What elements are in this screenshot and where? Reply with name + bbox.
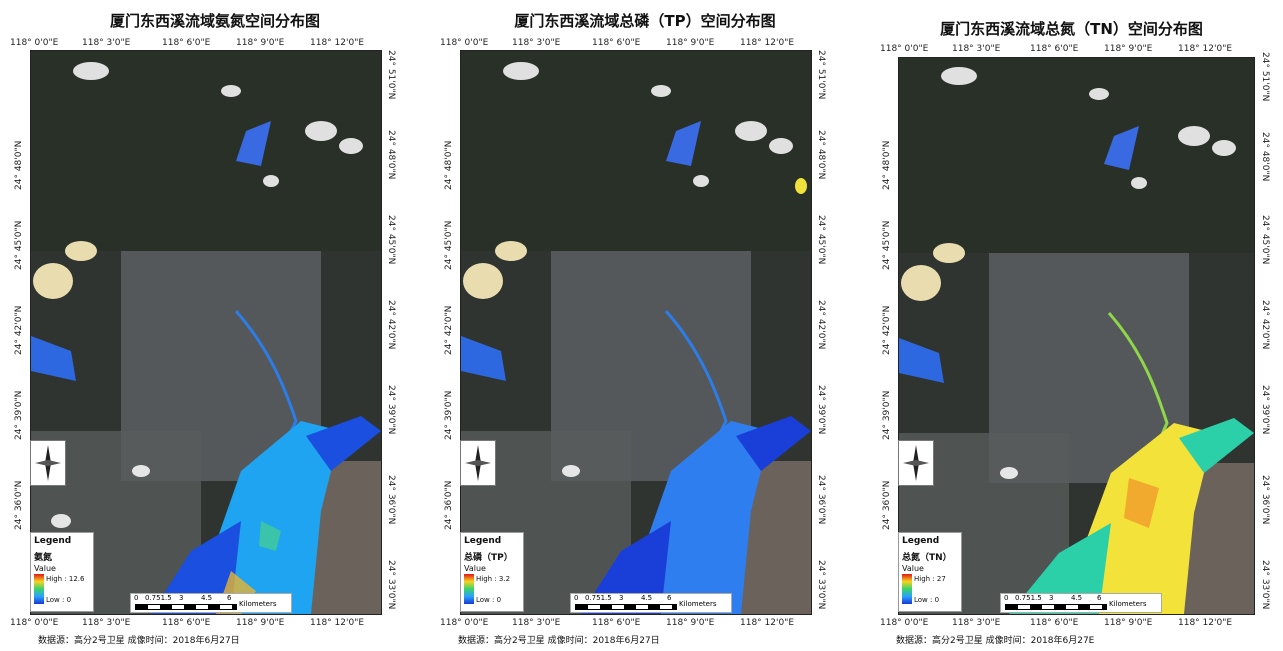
lat-tick-right: 24° 39'0"N [1260, 385, 1270, 435]
lat-tick-left: 24° 42'0"N [14, 305, 24, 355]
scale-bar: 0 0.751.5 3 4.5 6 Kilometers [130, 593, 292, 613]
bottom-tick: 118° 3'0"E [82, 618, 131, 628]
north-arrow-icon [898, 440, 934, 486]
lat-tick-left: 24° 48'0"N [14, 140, 24, 190]
bottom-tick: 118° 9'0"E [236, 618, 285, 628]
map-legend: Legend 总氮（TN） Value High : 27 Low : 0 [898, 532, 962, 612]
bottom-tick: 118° 12'0"E [740, 618, 795, 628]
top-tick: 118° 3'0"E [512, 38, 561, 48]
top-tick: 118° 12'0"E [1178, 44, 1233, 54]
color-ramp [902, 574, 912, 604]
lat-tick-left: 24° 39'0"N [882, 390, 892, 440]
lat-tick-right: 24° 42'0"N [816, 300, 826, 350]
lat-tick-right: 24° 42'0"N [1260, 300, 1270, 350]
data-source-note: 数据源：高分2号卫星 成像时间：2018年6月27E [896, 636, 1095, 646]
lat-tick-right: 24° 33'0"N [1260, 560, 1270, 610]
bottom-tick: 118° 6'0"E [162, 618, 211, 628]
lat-tick-right: 24° 45'0"N [386, 215, 396, 265]
map-panel-tn: 厦门东西溪流域总氮（TN）空间分布图 118° 0'0"E 118° 3'0"E [860, 0, 1283, 651]
lat-tick-left: 24° 45'0"N [444, 220, 454, 270]
top-tick: 118° 3'0"E [952, 44, 1001, 54]
lat-tick-left: 24° 45'0"N [882, 220, 892, 270]
north-arrow-icon [30, 440, 66, 486]
scale-bar: 0 0.751.5 3 4.5 6 Kilometers [1000, 593, 1162, 613]
top-tick: 118° 3'0"E [82, 38, 131, 48]
lat-tick-right: 24° 33'0"N [816, 560, 826, 610]
lat-tick-left: 24° 45'0"N [14, 220, 24, 270]
lat-tick-right: 24° 45'0"N [816, 215, 826, 265]
satellite-map [30, 50, 382, 615]
data-source-note: 数据源：高分2号卫星 成像时间：2018年6月27日 [38, 636, 240, 646]
map-panel-nh3n: 厦门东西溪流域氨氮空间分布图 118° 0'0"E [0, 0, 430, 651]
lat-tick-left: 24° 36'0"N [14, 480, 24, 530]
bottom-tick: 118° 9'0"E [666, 618, 715, 628]
lat-tick-right: 24° 51'0"N [386, 50, 396, 100]
map-legend: Legend 总磷（TP） Value High : 3.2 Low : 0 [460, 532, 524, 612]
top-tick: 118° 0'0"E [880, 44, 929, 54]
top-tick: 118° 12'0"E [740, 38, 795, 48]
bottom-tick: 118° 6'0"E [592, 618, 641, 628]
bottom-tick: 118° 12'0"E [1178, 618, 1233, 628]
top-tick: 118° 6'0"E [592, 38, 641, 48]
lat-tick-left: 24° 42'0"N [882, 305, 892, 355]
map-imagery [899, 58, 1254, 614]
top-tick: 118° 9'0"E [236, 38, 285, 48]
data-source-note: 数据源：高分2号卫星 成像时间：2018年6月27日 [458, 636, 660, 646]
top-tick: 118° 6'0"E [162, 38, 211, 48]
lat-tick-right: 24° 48'0"N [816, 130, 826, 180]
top-tick: 118° 12'0"E [310, 38, 365, 48]
lat-tick-right: 24° 48'0"N [1260, 132, 1270, 182]
lat-tick-right: 24° 48'0"N [386, 130, 396, 180]
color-ramp [34, 574, 44, 604]
lat-tick-right: 24° 36'0"N [386, 475, 396, 525]
map-legend: Legend 氨氮 Value High : 12.6 Low : 0 [30, 532, 94, 612]
lat-tick-left: 24° 42'0"N [444, 305, 454, 355]
map-panel-tp: 厦门东西溪流域总磷（TP）空间分布图 118° 0'0"E 118° 3'0"E [430, 0, 860, 651]
lat-tick-left: 24° 36'0"N [882, 480, 892, 530]
top-tick: 118° 6'0"E [1030, 44, 1079, 54]
lat-tick-left: 24° 48'0"N [444, 140, 454, 190]
bottom-tick: 118° 3'0"E [512, 618, 561, 628]
map-title: 厦门东西溪流域总氮（TN）空间分布图 [940, 20, 1203, 38]
lat-tick-right: 24° 39'0"N [816, 385, 826, 435]
bottom-tick: 118° 6'0"E [1030, 618, 1079, 628]
bottom-tick: 118° 9'0"E [1104, 618, 1153, 628]
bottom-tick: 118° 12'0"E [310, 618, 365, 628]
map-imagery [461, 51, 811, 614]
bottom-tick: 118° 3'0"E [952, 618, 1001, 628]
lat-tick-right: 24° 51'0"N [816, 50, 826, 100]
lat-tick-left: 24° 39'0"N [14, 390, 24, 440]
scale-bar: 0 0.751.5 3 4.5 6 Kilometers [570, 593, 732, 613]
top-tick: 118° 0'0"E [440, 38, 489, 48]
lat-tick-left: 24° 39'0"N [444, 390, 454, 440]
lat-tick-right: 24° 45'0"N [1260, 215, 1270, 265]
map-imagery [31, 51, 381, 614]
satellite-map [460, 50, 812, 615]
lat-tick-right: 24° 39'0"N [386, 385, 396, 435]
top-tick: 118° 9'0"E [1104, 44, 1153, 54]
lat-tick-right: 24° 42'0"N [386, 300, 396, 350]
map-title: 厦门东西溪流域氨氮空间分布图 [109, 12, 320, 30]
bottom-tick: 118° 0'0"E [10, 618, 59, 628]
top-tick: 118° 0'0"E [10, 38, 59, 48]
bottom-tick: 118° 0'0"E [880, 618, 929, 628]
map-title: 厦门东西溪流域总磷（TP）空间分布图 [514, 12, 776, 30]
lat-tick-right: 24° 33'0"N [386, 560, 396, 610]
bottom-tick: 118° 0'0"E [440, 618, 489, 628]
lat-tick-left: 24° 48'0"N [882, 140, 892, 190]
north-arrow-icon [460, 440, 496, 486]
lat-tick-right: 24° 51'0"N [1260, 52, 1270, 102]
lat-tick-right: 24° 36'0"N [816, 475, 826, 525]
color-ramp [464, 574, 474, 604]
top-tick: 118° 9'0"E [666, 38, 715, 48]
lat-tick-right: 24° 36'0"N [1260, 475, 1270, 525]
lat-tick-left: 24° 36'0"N [444, 480, 454, 530]
